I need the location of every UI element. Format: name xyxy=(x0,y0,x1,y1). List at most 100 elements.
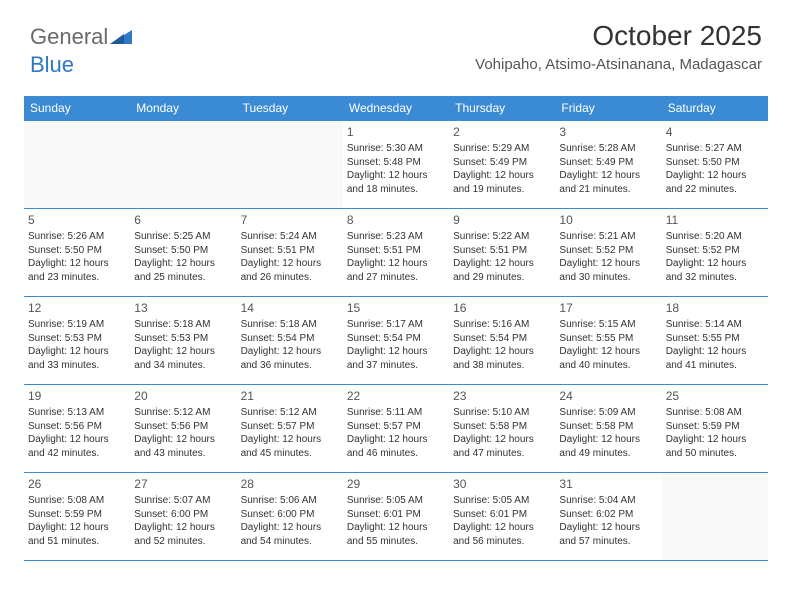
calendar-row: 19Sunrise: 5:13 AMSunset: 5:56 PMDayligh… xyxy=(24,385,768,473)
sunrise-line: Sunrise: 5:12 AM xyxy=(134,406,232,420)
sunrise-line: Sunrise: 5:04 AM xyxy=(559,494,657,508)
calendar-cell: 19Sunrise: 5:13 AMSunset: 5:56 PMDayligh… xyxy=(24,385,130,473)
calendar-row: 5Sunrise: 5:26 AMSunset: 5:50 PMDaylight… xyxy=(24,209,768,297)
calendar-cell: 29Sunrise: 5:05 AMSunset: 6:01 PMDayligh… xyxy=(343,473,449,561)
day-number: 27 xyxy=(134,476,232,492)
daylight-line: Daylight: 12 hours and 47 minutes. xyxy=(453,433,551,460)
calendar-cell: 2 Sunrise: 5:29 AMSunset: 5:49 PMDaylight… xyxy=(449,121,555,209)
day-number: 17 xyxy=(559,300,657,316)
day-number: 11 xyxy=(666,212,764,228)
sunset-line: Sunset: 5:52 PM xyxy=(559,244,657,258)
calendar-cell: 5Sunrise: 5:26 AMSunset: 5:50 PMDaylight… xyxy=(24,209,130,297)
daylight-line: Daylight: 12 hours and 21 minutes. xyxy=(559,169,657,196)
sunset-line: Sunset: 5:56 PM xyxy=(28,420,126,434)
sunrise-line: Sunrise: 5:29 AM xyxy=(453,142,551,156)
calendar-cell: 10Sunrise: 5:21 AMSunset: 5:52 PMDayligh… xyxy=(555,209,661,297)
sunset-line: Sunset: 5:55 PM xyxy=(666,332,764,346)
sunrise-line: Sunrise: 5:21 AM xyxy=(559,230,657,244)
day-number: 26 xyxy=(28,476,126,492)
sunset-line: Sunset: 5:53 PM xyxy=(28,332,126,346)
day-number: 14 xyxy=(241,300,339,316)
day-number: 2 xyxy=(453,124,551,140)
sunrise-line: Sunrise: 5:26 AM xyxy=(28,230,126,244)
sunset-line: Sunset: 5:50 PM xyxy=(134,244,232,258)
day-number: 28 xyxy=(241,476,339,492)
calendar-cell: 8Sunrise: 5:23 AMSunset: 5:51 PMDaylight… xyxy=(343,209,449,297)
day-number: 22 xyxy=(347,388,445,404)
day-number: 25 xyxy=(666,388,764,404)
sunset-line: Sunset: 5:51 PM xyxy=(453,244,551,258)
sunset-line: Sunset: 5:54 PM xyxy=(453,332,551,346)
sunset-line: Sunset: 5:51 PM xyxy=(347,244,445,258)
calendar-cell: 3Sunrise: 5:28 AMSunset: 5:49 PMDaylight… xyxy=(555,121,661,209)
sunrise-line: Sunrise: 5:18 AM xyxy=(134,318,232,332)
calendar-row: 26 Sunrise: 5:08 AMSunset: 5:59 PM Dayligh… xyxy=(24,473,768,561)
sunset-line: Sunset: 6:01 PM xyxy=(453,508,551,522)
sunrise-line: Sunrise: 5:05 AM xyxy=(453,494,551,508)
sunrise-line: Sunrise: 5:10 AM xyxy=(453,406,551,420)
sunrise-line: Sunrise: 5:17 AM xyxy=(347,318,445,332)
weekday-header: Friday xyxy=(555,96,661,121)
sunrise-line: Sunrise: 5:28 AM xyxy=(559,142,657,156)
daylight-line: Daylight: 12 hours and 27 minutes. xyxy=(347,257,445,284)
day-number: 31 xyxy=(559,476,657,492)
calendar-cell: 26Sunrise: 5:08 AMSunset: 5:59 PMDayligh… xyxy=(24,473,130,561)
calendar-cell: 14Sunrise: 5:18 AMSunset: 5:54 PMDayligh… xyxy=(237,297,343,385)
daylight-line: Daylight: 12 hours and 57 minutes. xyxy=(559,521,657,548)
sunrise-line: Sunrise: 5:06 AM xyxy=(241,494,339,508)
day-number: 3 xyxy=(559,124,657,140)
sunset-line: Sunset: 5:49 PM xyxy=(453,156,551,170)
day-number: 20 xyxy=(134,388,232,404)
sunset-line: Sunset: 5:58 PM xyxy=(453,420,551,434)
calendar-cell: 15Sunrise: 5:17 AMSunset: 5:54 PMDayligh… xyxy=(343,297,449,385)
sunset-line: Sunset: 5:59 PM xyxy=(28,508,126,522)
day-number: 21 xyxy=(241,388,339,404)
brand-part2: Blue xyxy=(30,52,74,77)
sunset-line: Sunset: 5:51 PM xyxy=(241,244,339,258)
daylight-line: Daylight: 12 hours and 46 minutes. xyxy=(347,433,445,460)
sunrise-line: Sunrise: 5:16 AM xyxy=(453,318,551,332)
weekday-header: Sunday xyxy=(24,96,130,121)
daylight-line: Daylight: 12 hours and 32 minutes. xyxy=(666,257,764,284)
sunrise-line: Sunrise: 5:08 AM xyxy=(28,494,126,508)
calendar-cell: 20Sunrise: 5:12 AMSunset: 5:56 PMDayligh… xyxy=(130,385,236,473)
daylight-line: Daylight: 12 hours and 40 minutes. xyxy=(559,345,657,372)
day-number: 7 xyxy=(241,212,339,228)
header-right: October 2025 Vohipaho, Atsimo-Atsinanana… xyxy=(475,20,762,73)
daylight-line: Daylight: 12 hours and 54 minutes. xyxy=(241,521,339,548)
weekday-header: Monday xyxy=(130,96,236,121)
calendar-table: SundayMondayTuesdayWednesdayThursdayFrid… xyxy=(24,96,768,561)
daylight-line: Daylight: 12 hours and 49 minutes. xyxy=(559,433,657,460)
day-number: 30 xyxy=(453,476,551,492)
sunrise-line: Sunrise: 5:23 AM xyxy=(347,230,445,244)
daylight-line: Daylight: 12 hours and 41 minutes. xyxy=(666,345,764,372)
calendar-cell: 7 Sunrise: 5:24 AMSunset: 5:51 PMDaylight… xyxy=(237,209,343,297)
sunrise-line: Sunrise: 5:13 AM xyxy=(28,406,126,420)
day-number: 29 xyxy=(347,476,445,492)
calendar-cell: 28 Sunrise: 5:06 AMSunset: 6:00 PMDayligh… xyxy=(237,473,343,561)
calendar-cell: 17 Sunrise: 5:15 AMSunset: 5:55 PMDayligh… xyxy=(555,297,661,385)
sunset-line: Sunset: 6:00 PM xyxy=(241,508,339,522)
sunrise-line: Sunrise: 5:24 AM xyxy=(241,230,339,244)
sunset-line: Sunset: 5:50 PM xyxy=(28,244,126,258)
calendar-cell xyxy=(130,121,236,209)
daylight-line: Daylight: 12 hours and 34 minutes. xyxy=(134,345,232,372)
weekday-header: Thursday xyxy=(449,96,555,121)
sunrise-line: Sunrise: 5:15 AM xyxy=(559,318,657,332)
page-title: October 2025 xyxy=(475,20,762,52)
calendar-cell: 9Sunrise: 5:22 AMSunset: 5:51 PMDaylight… xyxy=(449,209,555,297)
day-number: 15 xyxy=(347,300,445,316)
day-number: 4 xyxy=(666,124,764,140)
sunrise-line: Sunrise: 5:20 AM xyxy=(666,230,764,244)
daylight-line: Daylight: 12 hours and 19 minutes. xyxy=(453,169,551,196)
daylight-line: Daylight: 12 hours and 43 minutes. xyxy=(134,433,232,460)
sunset-line: Sunset: 5:59 PM xyxy=(666,420,764,434)
sunset-line: Sunset: 5:55 PM xyxy=(559,332,657,346)
sunrise-line: Sunrise: 5:27 AM xyxy=(666,142,764,156)
sunrise-line: Sunrise: 5:11 AM xyxy=(347,406,445,420)
sunrise-line: Sunrise: 5:30 AM xyxy=(347,142,445,156)
calendar-cell xyxy=(24,121,130,209)
daylight-line: Daylight: 12 hours and 26 minutes. xyxy=(241,257,339,284)
daylight-line: Daylight: 12 hours and 50 minutes. xyxy=(666,433,764,460)
sunset-line: Sunset: 5:48 PM xyxy=(347,156,445,170)
